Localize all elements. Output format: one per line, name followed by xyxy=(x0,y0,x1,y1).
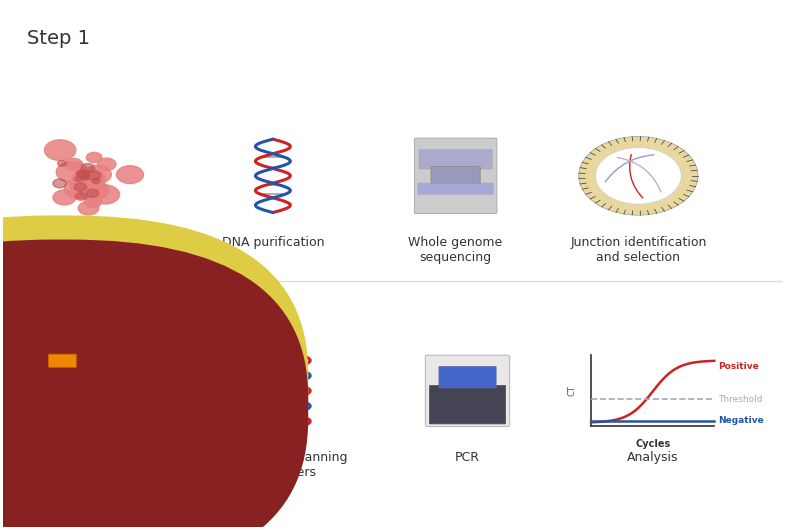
FancyBboxPatch shape xyxy=(431,166,480,184)
Circle shape xyxy=(81,175,89,180)
Circle shape xyxy=(64,179,94,199)
Circle shape xyxy=(78,171,90,179)
FancyBboxPatch shape xyxy=(414,138,497,214)
Text: DNA purification: DNA purification xyxy=(222,236,324,249)
Circle shape xyxy=(131,403,139,409)
Circle shape xyxy=(78,174,96,186)
Circle shape xyxy=(132,386,140,392)
Circle shape xyxy=(84,165,111,183)
Text: CT: CT xyxy=(568,385,577,396)
Circle shape xyxy=(70,176,100,196)
Circle shape xyxy=(161,383,181,396)
FancyBboxPatch shape xyxy=(0,240,308,530)
Text: Negative: Negative xyxy=(718,416,764,425)
Circle shape xyxy=(92,179,100,183)
Circle shape xyxy=(86,189,99,197)
Circle shape xyxy=(78,201,99,215)
Circle shape xyxy=(142,398,163,411)
Text: Positive: Positive xyxy=(718,361,759,370)
Circle shape xyxy=(98,158,116,171)
Circle shape xyxy=(134,390,151,401)
Circle shape xyxy=(114,393,124,400)
Circle shape xyxy=(133,390,146,399)
Circle shape xyxy=(123,378,136,387)
Circle shape xyxy=(65,158,82,170)
Circle shape xyxy=(72,168,105,190)
Circle shape xyxy=(578,137,698,215)
Circle shape xyxy=(139,374,150,381)
Circle shape xyxy=(139,395,154,404)
FancyBboxPatch shape xyxy=(419,149,492,169)
Text: Plasma and tumor
DNA: Plasma and tumor DNA xyxy=(49,451,163,479)
Circle shape xyxy=(133,394,155,409)
Circle shape xyxy=(147,378,161,387)
Circle shape xyxy=(80,174,103,190)
Circle shape xyxy=(130,396,139,402)
Circle shape xyxy=(130,391,136,395)
Text: Tumor specimen:
surgery or biopsy: Tumor specimen: surgery or biopsy xyxy=(36,236,145,264)
FancyBboxPatch shape xyxy=(426,355,510,427)
Text: Threshold: Threshold xyxy=(718,395,762,404)
Circle shape xyxy=(53,190,76,205)
Circle shape xyxy=(138,406,150,414)
Text: Junction identification
and selection: Junction identification and selection xyxy=(570,236,706,264)
Circle shape xyxy=(127,391,150,405)
Text: Step 2: Step 2 xyxy=(26,289,90,307)
Circle shape xyxy=(133,387,142,393)
Circle shape xyxy=(87,171,101,180)
Circle shape xyxy=(75,193,87,200)
Circle shape xyxy=(139,401,148,407)
Circle shape xyxy=(58,161,66,166)
Circle shape xyxy=(108,365,131,379)
FancyBboxPatch shape xyxy=(50,363,74,421)
FancyBboxPatch shape xyxy=(49,354,76,367)
Circle shape xyxy=(117,381,141,396)
Text: Junction spanning
primers: Junction spanning primers xyxy=(237,451,349,479)
Circle shape xyxy=(81,163,94,172)
Circle shape xyxy=(138,383,158,396)
Circle shape xyxy=(133,410,148,420)
Circle shape xyxy=(114,401,131,412)
Circle shape xyxy=(129,385,153,401)
FancyBboxPatch shape xyxy=(0,215,308,530)
Circle shape xyxy=(143,393,149,396)
Circle shape xyxy=(135,382,145,388)
FancyBboxPatch shape xyxy=(439,366,496,388)
Circle shape xyxy=(86,152,102,163)
Circle shape xyxy=(53,179,66,188)
Circle shape xyxy=(90,185,119,204)
Circle shape xyxy=(78,180,109,200)
Circle shape xyxy=(123,393,145,408)
Circle shape xyxy=(85,197,102,208)
Circle shape xyxy=(74,183,86,191)
FancyBboxPatch shape xyxy=(430,385,506,424)
Circle shape xyxy=(45,140,76,161)
Circle shape xyxy=(595,147,682,204)
Text: Cycles: Cycles xyxy=(635,439,670,449)
Text: Whole genome
sequencing: Whole genome sequencing xyxy=(409,236,502,264)
Circle shape xyxy=(118,379,124,384)
Text: Step 1: Step 1 xyxy=(26,29,90,48)
FancyBboxPatch shape xyxy=(418,183,494,195)
Circle shape xyxy=(135,390,141,394)
Text: PCR: PCR xyxy=(455,451,480,464)
Circle shape xyxy=(76,170,87,177)
Circle shape xyxy=(87,181,106,195)
Circle shape xyxy=(117,166,143,183)
Circle shape xyxy=(56,162,88,183)
Circle shape xyxy=(139,387,150,394)
Text: Analysis: Analysis xyxy=(627,451,678,464)
Circle shape xyxy=(74,176,82,181)
